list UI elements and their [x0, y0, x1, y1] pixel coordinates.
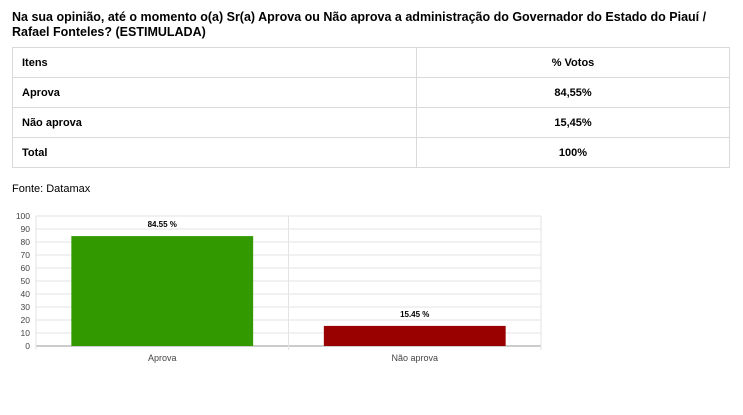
table-row: Aprova 84,55% [12, 77, 730, 108]
data-label: 15.45 % [400, 310, 429, 319]
row-value: 15,45% [416, 107, 730, 138]
header-votos: % Votos [416, 47, 730, 78]
header-itens: Itens [12, 47, 417, 78]
y-tick-label: 80 [21, 237, 31, 247]
table-row: Não aprova 15,45% [12, 107, 730, 138]
data-label: 84.55 % [148, 220, 177, 229]
y-tick-label: 50 [21, 276, 31, 286]
results-table: Itens % Votos Aprova 84,55% Não aprova 1… [12, 47, 730, 168]
y-tick-label: 30 [21, 302, 31, 312]
bar [71, 236, 254, 346]
row-label: Aprova [12, 77, 417, 108]
x-tick-label: Não aprova [391, 353, 438, 363]
source-text: Fonte: Datamax [12, 183, 91, 195]
y-tick-label: 70 [21, 250, 31, 260]
y-tick-label: 60 [21, 263, 31, 273]
row-label: Total [12, 137, 417, 168]
y-tick-label: 20 [21, 315, 31, 325]
x-tick-label: Aprova [148, 353, 177, 363]
bar-chart: 0 10 20 30 40 50 60 70 80 90 100 84.55 % Aprova 15.45… [16, 211, 542, 363]
y-tick-label: 10 [21, 328, 31, 338]
row-label: Não aprova [12, 107, 417, 138]
table-header-row: Itens % Votos [12, 47, 730, 78]
row-value: 100% [416, 137, 730, 168]
question-title: Na sua opinião, até o momento o(a) Sr(a)… [12, 10, 707, 39]
table-row: Total 100% [12, 137, 730, 168]
y-tick-label: 40 [21, 289, 31, 299]
y-tick-label: 100 [16, 211, 30, 221]
y-tick-label: 90 [21, 224, 31, 234]
bar [323, 325, 506, 346]
y-tick-label: 0 [25, 341, 30, 351]
row-value: 84,55% [416, 77, 730, 108]
